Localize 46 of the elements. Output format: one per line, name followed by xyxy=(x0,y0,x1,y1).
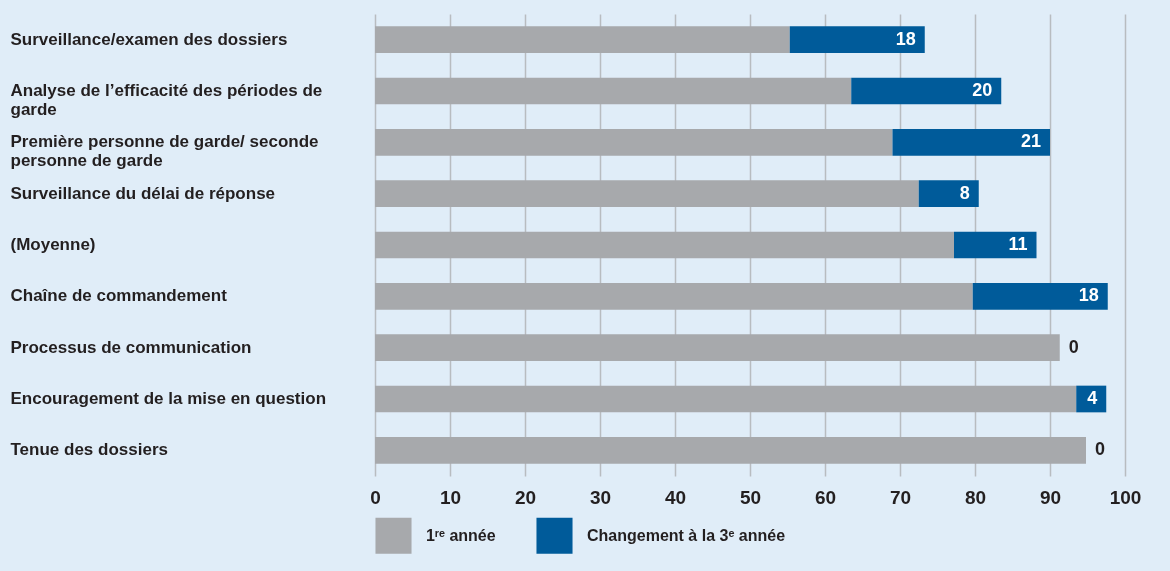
y-tick-label: Surveillance du délai de réponse xyxy=(10,183,276,203)
bar xyxy=(375,77,852,105)
x-tick-label: 70 xyxy=(889,486,912,508)
data-label: 20 xyxy=(972,80,993,100)
y-tick-label: Chaîne de commandement xyxy=(10,286,228,306)
bar xyxy=(375,26,790,54)
x-tick-label: 80 xyxy=(964,486,987,508)
data-label: 8 xyxy=(959,182,970,203)
y-tick-label: Encouragement de la mise en question xyxy=(10,389,327,408)
legend-label: 1ʳᵉ année xyxy=(426,526,496,544)
data-label: 21 xyxy=(1020,131,1041,152)
x-tick-label: 40 xyxy=(664,486,687,508)
bar xyxy=(918,180,979,208)
bar xyxy=(375,385,1077,413)
bar xyxy=(892,128,1050,156)
x-tick-label: 50 xyxy=(739,486,762,508)
bar xyxy=(375,282,973,310)
bar xyxy=(954,231,1037,259)
bar xyxy=(375,231,954,259)
bar xyxy=(972,282,1108,310)
y-tick-label: Tenue des dossiers xyxy=(10,440,168,460)
x-tick-label: 60 xyxy=(814,486,837,508)
x-tick-label: 10 xyxy=(439,486,462,508)
y-tick-label: Analyse de l’efficacité des périodes de garde xyxy=(10,81,323,119)
bar xyxy=(375,334,1060,362)
legend-label: Changement à la 3ᵉ année xyxy=(587,526,786,544)
data-label: 18 xyxy=(1078,285,1099,306)
data-label: 0 xyxy=(1068,336,1079,357)
x-tick-label: 90 xyxy=(1039,486,1062,508)
y-tick-label: (Moyenne) xyxy=(10,235,96,254)
x-tick-label: 30 xyxy=(589,486,612,508)
x-tick-label: 0 xyxy=(370,486,381,508)
x-tick-label: 20 xyxy=(514,486,537,508)
bar xyxy=(375,128,893,156)
data-label: 11 xyxy=(1008,234,1028,254)
bar xyxy=(789,26,925,54)
data-label: 18 xyxy=(895,28,916,49)
x-tick-label: 100 xyxy=(1109,486,1142,508)
bar xyxy=(375,436,1086,464)
data-label: 4 xyxy=(1087,388,1098,408)
y-tick-label: Première personne de garde/ seconde personne de garde xyxy=(10,132,319,171)
bar xyxy=(851,77,1002,105)
bar xyxy=(375,180,919,208)
y-tick-label: Surveillance/examen des dossiers xyxy=(10,29,288,49)
data-label: 0 xyxy=(1095,439,1106,460)
y-tick-label: Processus de communication xyxy=(10,337,252,357)
